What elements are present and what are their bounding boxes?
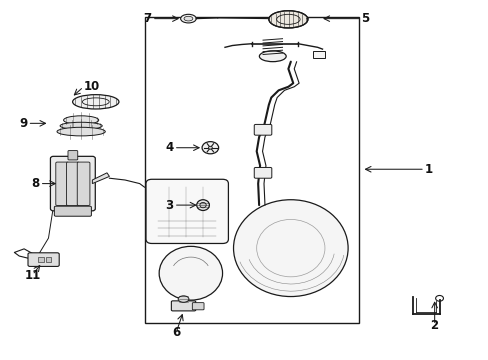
- Ellipse shape: [200, 202, 206, 208]
- FancyBboxPatch shape: [254, 167, 271, 178]
- Text: 7: 7: [143, 12, 152, 25]
- Polygon shape: [92, 173, 109, 184]
- Text: 11: 11: [24, 269, 41, 282]
- Ellipse shape: [208, 146, 212, 149]
- Ellipse shape: [63, 116, 99, 125]
- Text: 6: 6: [172, 326, 180, 339]
- Ellipse shape: [233, 200, 347, 297]
- FancyBboxPatch shape: [56, 162, 68, 206]
- Ellipse shape: [57, 127, 105, 136]
- Ellipse shape: [178, 296, 188, 302]
- Text: 3: 3: [165, 199, 173, 212]
- Bar: [144, 17, 358, 323]
- Bar: [45, 257, 51, 262]
- FancyBboxPatch shape: [28, 253, 59, 266]
- Ellipse shape: [268, 11, 307, 28]
- Text: 9: 9: [19, 117, 27, 130]
- Text: 5: 5: [361, 12, 369, 25]
- FancyBboxPatch shape: [77, 162, 90, 206]
- Ellipse shape: [183, 16, 192, 21]
- FancyBboxPatch shape: [68, 150, 78, 160]
- FancyBboxPatch shape: [66, 162, 79, 206]
- FancyBboxPatch shape: [171, 301, 195, 311]
- Text: 4: 4: [165, 141, 173, 154]
- Ellipse shape: [159, 246, 222, 300]
- Text: 1: 1: [424, 163, 432, 176]
- Ellipse shape: [73, 95, 119, 109]
- Text: 8: 8: [31, 177, 40, 190]
- Ellipse shape: [60, 122, 102, 130]
- FancyBboxPatch shape: [50, 156, 95, 211]
- FancyBboxPatch shape: [146, 179, 228, 243]
- FancyBboxPatch shape: [192, 303, 203, 310]
- Text: 2: 2: [430, 319, 438, 332]
- Bar: [312, 51, 325, 58]
- Ellipse shape: [196, 200, 209, 211]
- Bar: [38, 257, 43, 262]
- Text: 10: 10: [83, 80, 100, 93]
- Ellipse shape: [259, 51, 285, 62]
- FancyBboxPatch shape: [254, 125, 271, 135]
- FancyBboxPatch shape: [54, 206, 91, 216]
- Ellipse shape: [202, 141, 218, 154]
- Ellipse shape: [180, 14, 196, 23]
